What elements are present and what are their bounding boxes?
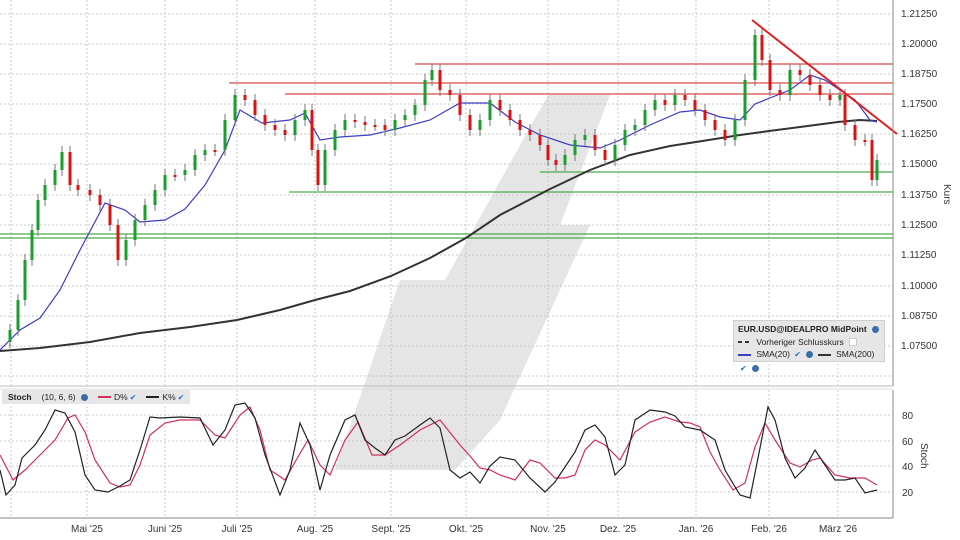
- svg-text:1.12500: 1.12500: [901, 220, 938, 231]
- d-label: D%: [114, 391, 128, 402]
- svg-text:Nov. '25: Nov. '25: [530, 524, 566, 535]
- svg-text:1.18750: 1.18750: [901, 69, 938, 80]
- svg-text:1.11250: 1.11250: [901, 250, 937, 261]
- sma200-check-icon[interactable]: ✔: [740, 363, 747, 373]
- d-check-icon[interactable]: ✔: [129, 392, 137, 402]
- svg-text:Juni '25: Juni '25: [148, 524, 183, 535]
- svg-text:40: 40: [902, 462, 914, 473]
- sma200-line: [0, 118, 878, 352]
- stoch-d-line: [0, 406, 878, 491]
- time-axis-labels: Mai '25 Juni '25 Juli '25 Aug. '25 Sept.…: [71, 524, 857, 535]
- svg-text:1.15000: 1.15000: [901, 159, 938, 170]
- svg-text:1.08750: 1.08750: [901, 311, 938, 322]
- stoch-grid: [0, 390, 893, 518]
- resistance-lines: [229, 63, 893, 95]
- downtrend-line: [751, 19, 898, 135]
- svg-text:60: 60: [902, 437, 914, 448]
- svg-text:20: 20: [902, 488, 914, 499]
- svg-text:Aug. '25: Aug. '25: [297, 524, 334, 535]
- k-check-icon[interactable]: ✔: [177, 392, 185, 402]
- k-swatch-icon: [146, 396, 160, 399]
- svg-text:1.07500: 1.07500: [901, 341, 938, 352]
- svg-text:1.21250: 1.21250: [901, 9, 938, 20]
- k-label: K%: [162, 391, 176, 402]
- dashed-line-swatch-icon: [738, 341, 751, 344]
- svg-text:Okt. '25: Okt. '25: [449, 524, 484, 535]
- svg-text:1.17500: 1.17500: [901, 99, 938, 110]
- prev-close-label: Vorheriger Schlusskurs: [756, 336, 844, 347]
- sma20-line: [0, 74, 878, 351]
- stoch-k-line: [0, 402, 878, 499]
- stoch-params: (10, 6, 6): [41, 392, 76, 402]
- sma20-globe-icon[interactable]: [806, 351, 814, 359]
- stoch-legend: Stoch (10, 6, 6) D% ✔ K% ✔: [2, 390, 191, 404]
- stoch-globe-icon[interactable]: [81, 394, 89, 402]
- svg-text:Dez. '25: Dez. '25: [600, 524, 637, 535]
- svg-text:Feb. '26: Feb. '26: [751, 524, 787, 535]
- d-swatch-icon: [98, 396, 112, 399]
- svg-text:Jan. '26: Jan. '26: [679, 524, 714, 535]
- svg-text:80: 80: [902, 411, 914, 422]
- svg-text:März '26: März '26: [819, 524, 857, 535]
- price-axis-title: Kurs: [941, 184, 952, 205]
- sma200-label: SMA(200): [836, 349, 875, 359]
- sma20-label: SMA(20): [756, 349, 790, 359]
- sma20-swatch-icon: [738, 353, 751, 356]
- candlesticks: [8, 29, 879, 348]
- svg-text:Juli '25: Juli '25: [222, 524, 253, 535]
- svg-text:1.20000: 1.20000: [901, 39, 938, 50]
- price-legend: EUR.USD@IDEALPRO MidPoint Vorheriger Sch…: [733, 320, 885, 373]
- globe-icon[interactable]: [872, 326, 880, 334]
- svg-text:1.13750: 1.13750: [901, 190, 938, 201]
- sma200-swatch-icon: [817, 353, 831, 356]
- sma200-globe-icon[interactable]: [752, 364, 760, 372]
- support-lines: [0, 171, 893, 239]
- prev-close-checkbox[interactable]: [849, 338, 858, 347]
- stoch-title: Stoch: [8, 392, 32, 402]
- stoch-axis-title: Stoch: [918, 443, 929, 469]
- instrument-name: EUR.USD@IDEALPRO MidPoint: [738, 324, 867, 334]
- svg-text:Sept. '25: Sept. '25: [371, 524, 411, 535]
- watermark-logo: [335, 95, 610, 470]
- sma20-check-icon[interactable]: ✔: [794, 350, 801, 359]
- svg-text:1.16250: 1.16250: [901, 129, 938, 140]
- price-axis-labels: 1.21250 1.20000 1.18750 1.17500 1.16250 …: [901, 9, 938, 352]
- svg-text:1.10000: 1.10000: [901, 281, 938, 292]
- svg-text:Mai '25: Mai '25: [71, 524, 103, 535]
- stoch-axis-labels: 80 60 40 20: [902, 411, 914, 499]
